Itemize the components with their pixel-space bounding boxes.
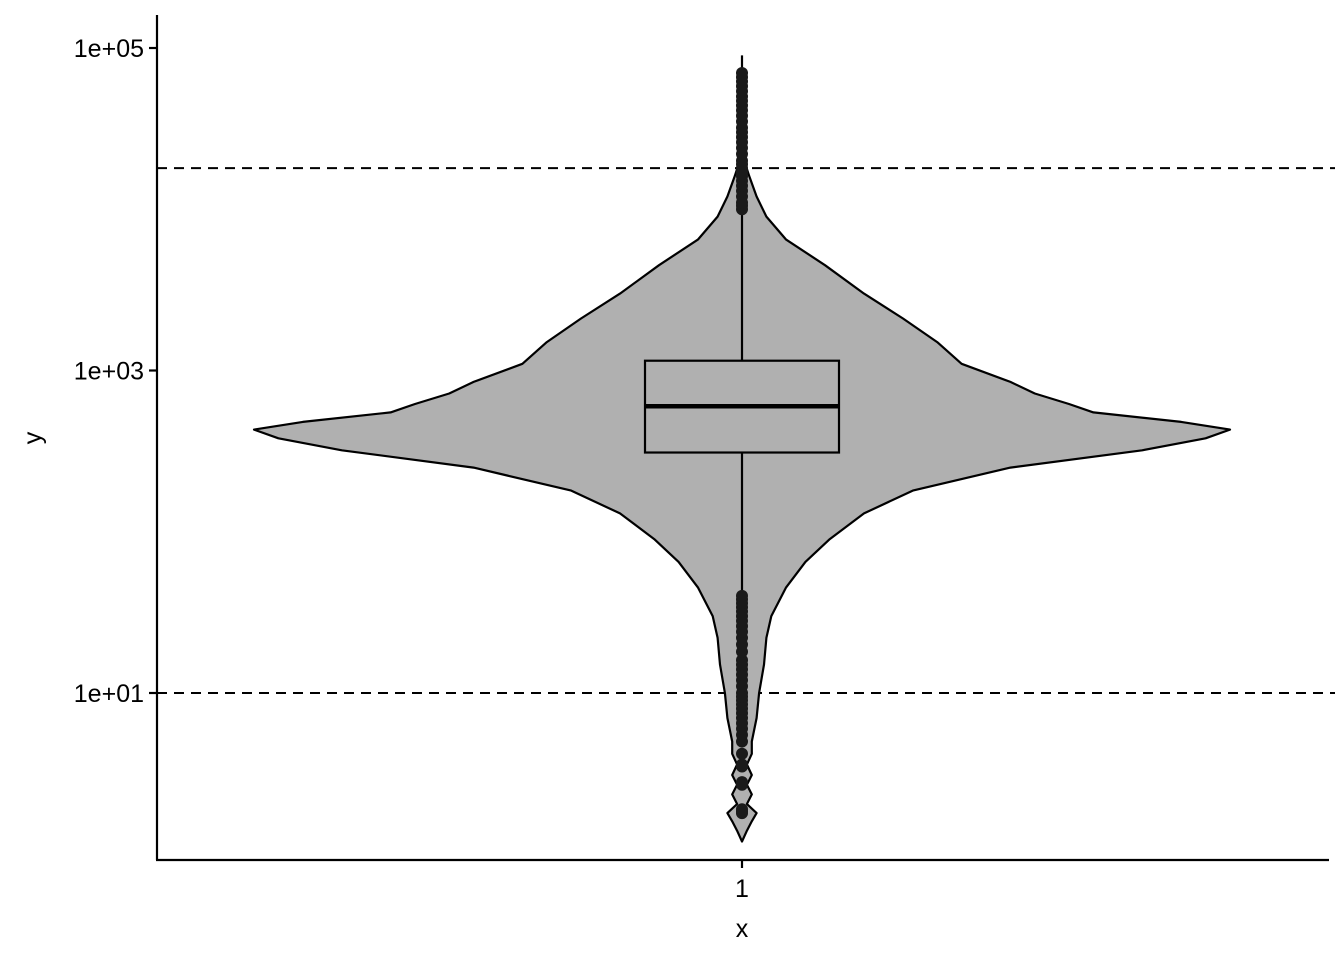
boxplot-layer [643,55,841,593]
x-tick-label: 1 [735,875,749,903]
reference-lines [157,167,1335,694]
y-axis-title: y [19,431,47,444]
x-ticks: 1 [735,860,749,903]
y-tick-label: 1e+01 [74,680,144,708]
outlier-point [736,758,748,771]
outlier-point [736,589,748,602]
x-axis-title: x [736,915,749,943]
y-ticks: 1e+01 1e+03 1e+05 [74,35,157,708]
outlier-point [736,776,748,789]
outlier-point [736,654,748,667]
outlier-point [736,803,748,816]
y-tick-label: 1e+05 [74,35,144,63]
y-tick-label: 1e+03 [74,358,144,386]
outlier-point [736,67,748,79]
outlier-point [736,747,748,760]
outlier-points [736,67,748,820]
